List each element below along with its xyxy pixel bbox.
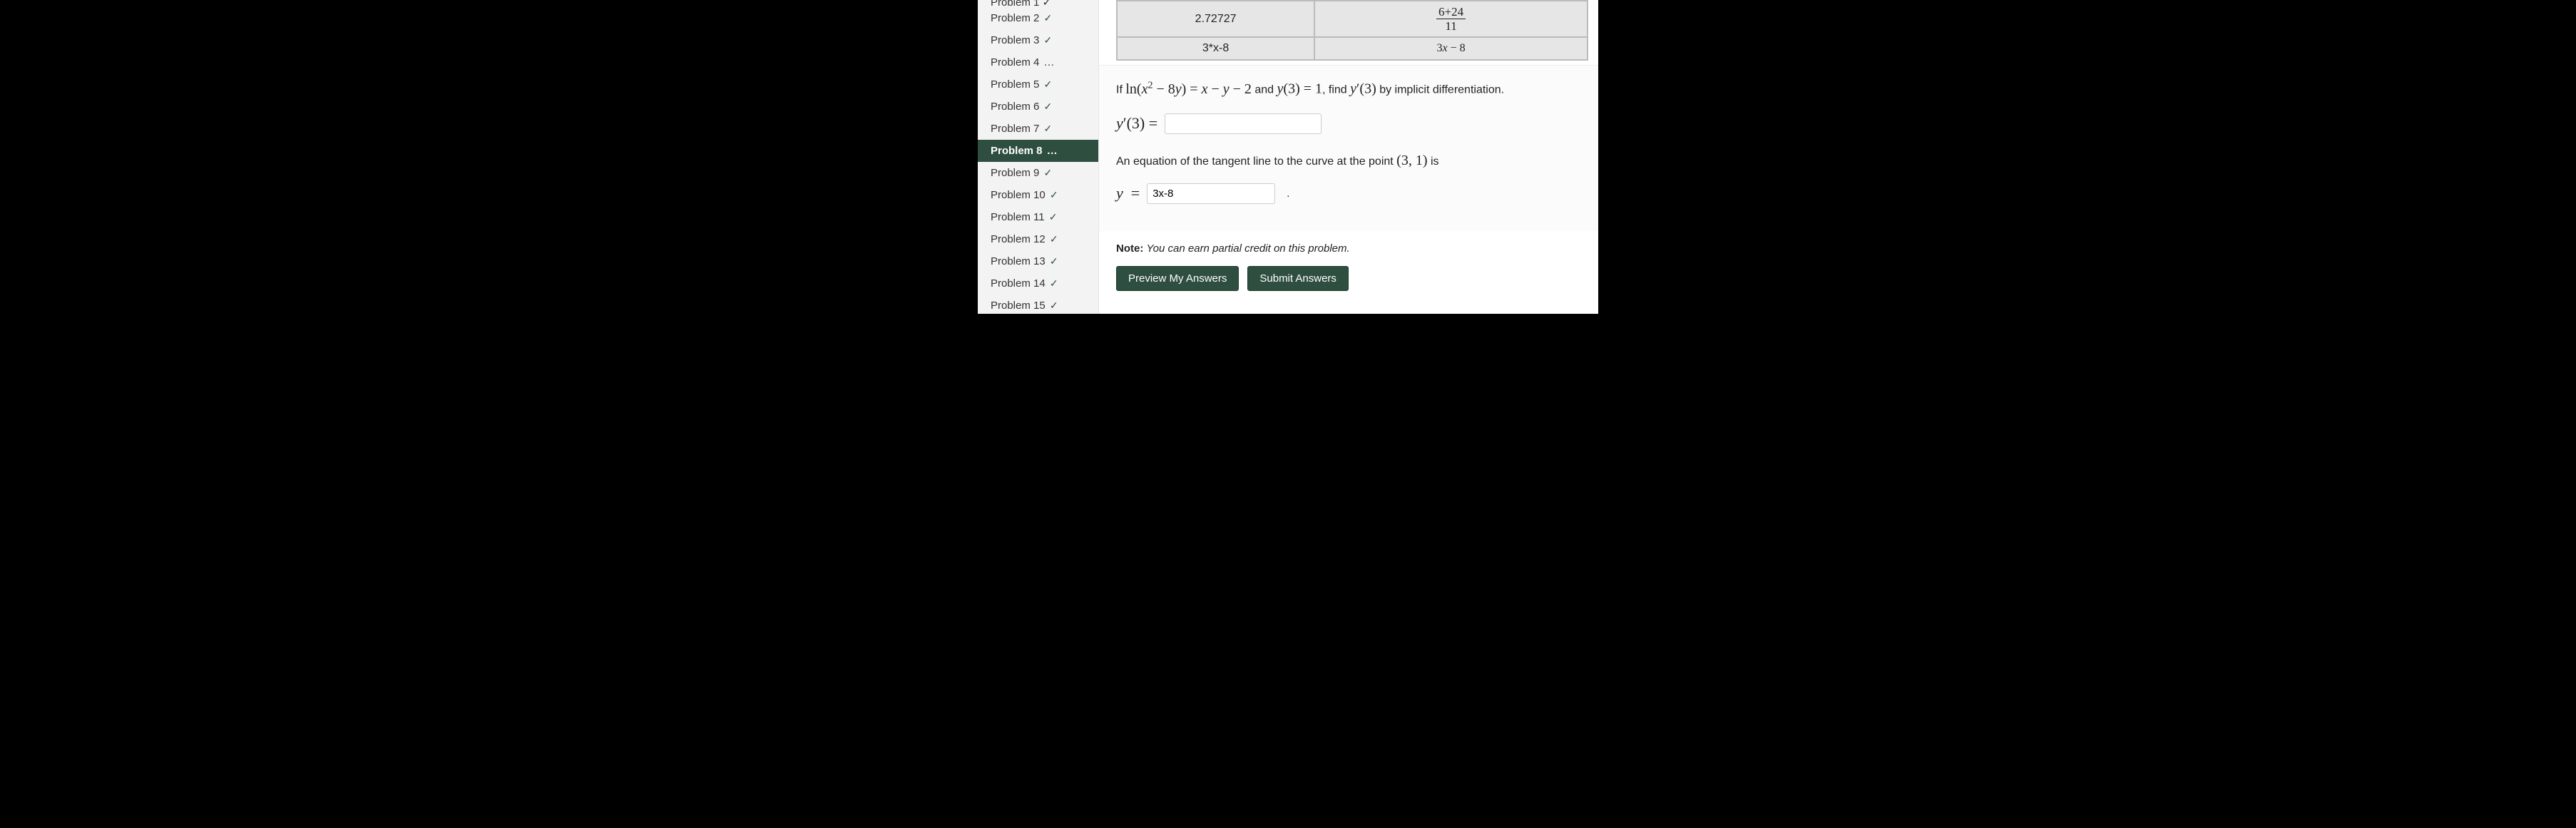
- stem-target: y′(3): [1350, 81, 1376, 97]
- note-body-text: You can earn partial credit on this prob…: [1147, 242, 1350, 255]
- sidebar-item-label: Problem 9: [991, 167, 1043, 179]
- submit-answers-button[interactable]: Submit Answers: [1247, 266, 1349, 291]
- ellipsis-icon: …: [1047, 145, 1058, 157]
- problem-nav-list: Problem 1 ✓ Problem 2 ✓Problem 3 ✓Proble…: [978, 0, 1098, 314]
- sidebar-item-label: Problem 8: [991, 145, 1046, 157]
- note-section: Note: You can earn partial credit on thi…: [1099, 231, 1598, 301]
- app-viewport: Problem 1 ✓ Problem 2 ✓Problem 3 ✓Proble…: [978, 0, 1598, 314]
- preview-answers-button[interactable]: Preview My Answers: [1116, 266, 1239, 291]
- tangent-pre: An equation of the tangent line to the c…: [1116, 155, 1396, 168]
- sidebar-item-label: Problem 2: [991, 12, 1043, 24]
- answer-row-2: y = .: [1116, 183, 1581, 204]
- sidebar-item-label: Problem 13: [991, 255, 1048, 267]
- check-icon: ✓: [1049, 211, 1058, 223]
- entered-cell: 3*x-8: [1117, 37, 1314, 60]
- sidebar-item-problem-6[interactable]: Problem 6 ✓: [978, 96, 1098, 118]
- problem-sidebar: Problem 1 ✓ Problem 2 ✓Problem 3 ✓Proble…: [978, 0, 1099, 314]
- table-row: 2.72727 6+24 11: [1117, 1, 1588, 37]
- sidebar-item-problem-15[interactable]: Problem 15 ✓: [978, 295, 1098, 314]
- stem-after: , find: [1322, 84, 1350, 96]
- preview-cell: 3x − 8: [1314, 37, 1588, 60]
- sidebar-item-label: Problem 14: [991, 277, 1048, 290]
- answer1-input[interactable]: [1165, 113, 1322, 134]
- sidebar-item-problem-12[interactable]: Problem 12 ✓: [978, 228, 1098, 250]
- problem-statement: If ln(x2 − 8y) = x − y − 2 and y(3) = 1,…: [1116, 80, 1581, 98]
- note-text: Note: You can earn partial credit on thi…: [1116, 242, 1581, 255]
- sidebar-item-label: Problem 6: [991, 101, 1043, 113]
- sidebar-item-label: Problem 15: [991, 300, 1048, 312]
- answer2-input[interactable]: [1147, 183, 1275, 204]
- check-icon: ✓: [1050, 300, 1058, 311]
- preview-cell: 6+24 11: [1314, 1, 1588, 37]
- sidebar-item-problem-2[interactable]: Problem 2 ✓: [978, 7, 1098, 29]
- sidebar-item-label: Problem 10: [991, 189, 1048, 201]
- problem-body: If ln(x2 − 8y) = x − y − 2 and y(3) = 1,…: [1099, 65, 1598, 231]
- stem-suffix: by implicit differentiation.: [1376, 84, 1504, 96]
- sidebar-item-problem-5[interactable]: Problem 5 ✓: [978, 73, 1098, 96]
- sidebar-item-label: Problem 5: [991, 78, 1043, 91]
- sidebar-item-label: Problem 12: [991, 233, 1048, 245]
- stem-condition: y(3) = 1: [1277, 81, 1323, 97]
- stem-prefix: If: [1116, 84, 1125, 96]
- sidebar-item-problem-14[interactable]: Problem 14 ✓: [978, 272, 1098, 295]
- check-icon: ✓: [1050, 189, 1058, 200]
- answer-preview-table: 2.72727 6+24 11 3*x-8 3x − 8: [1116, 0, 1588, 61]
- main-content: 2.72727 6+24 11 3*x-8 3x − 8: [1099, 0, 1598, 314]
- fraction-numerator: 6+24: [1436, 6, 1466, 19]
- button-row: Preview My Answers Submit Answers: [1116, 266, 1581, 291]
- check-icon: ✓: [1044, 78, 1053, 90]
- sidebar-item-problem-13[interactable]: Problem 13 ✓: [978, 250, 1098, 272]
- tangent-line-text: An equation of the tangent line to the c…: [1116, 153, 1581, 169]
- sidebar-item-problem-8[interactable]: Problem 8 …: [978, 140, 1098, 162]
- table-row: 3*x-8 3x − 8: [1117, 37, 1588, 60]
- check-icon: ✓: [1044, 34, 1053, 46]
- note-label: Note:: [1116, 242, 1143, 255]
- sidebar-item-problem-7[interactable]: Problem 7 ✓: [978, 118, 1098, 140]
- entered-cell: 2.72727: [1117, 1, 1314, 37]
- preview-math: 3x − 8: [1437, 42, 1466, 54]
- check-icon: ✓: [1044, 167, 1053, 178]
- sidebar-item-problem-10[interactable]: Problem 10 ✓: [978, 184, 1098, 206]
- sidebar-item-label: Problem 3: [991, 34, 1043, 46]
- period: .: [1287, 188, 1289, 200]
- fraction: 6+24 11: [1436, 6, 1466, 32]
- check-icon: ✓: [1050, 255, 1058, 267]
- answer1-label: y′(3) =: [1116, 114, 1157, 133]
- sidebar-item-label: Problem 11: [991, 211, 1048, 223]
- sidebar-item-label: Problem 7: [991, 123, 1043, 135]
- stem-mid: and: [1254, 84, 1277, 96]
- sidebar-item-problem-9[interactable]: Problem 9 ✓: [978, 162, 1098, 184]
- tangent-point: (3, 1): [1396, 153, 1427, 168]
- tangent-post: is: [1431, 155, 1439, 168]
- fraction-denominator: 11: [1436, 19, 1466, 32]
- check-icon: ✓: [1044, 12, 1053, 24]
- sidebar-item-cutoff-top[interactable]: Problem 1 ✓: [978, 0, 1098, 7]
- answer-row-1: y′(3) =: [1116, 113, 1581, 134]
- check-icon: ✓: [1044, 101, 1053, 112]
- stem-equation: ln(x2 − 8y) = x − y − 2: [1125, 81, 1252, 97]
- sidebar-item-problem-4[interactable]: Problem 4 …: [978, 51, 1098, 73]
- check-icon: ✓: [1050, 277, 1058, 289]
- answer2-label: y =: [1116, 184, 1140, 203]
- sidebar-item-problem-3[interactable]: Problem 3 ✓: [978, 29, 1098, 51]
- sidebar-item-label: Problem 4: [991, 56, 1043, 68]
- sidebar-item-problem-11[interactable]: Problem 11 ✓: [978, 206, 1098, 228]
- check-icon: ✓: [1044, 123, 1053, 134]
- check-icon: ✓: [1050, 233, 1058, 245]
- ellipsis-icon: …: [1044, 56, 1055, 68]
- answer-preview-table-wrap: 2.72727 6+24 11 3*x-8 3x − 8: [1099, 0, 1598, 61]
